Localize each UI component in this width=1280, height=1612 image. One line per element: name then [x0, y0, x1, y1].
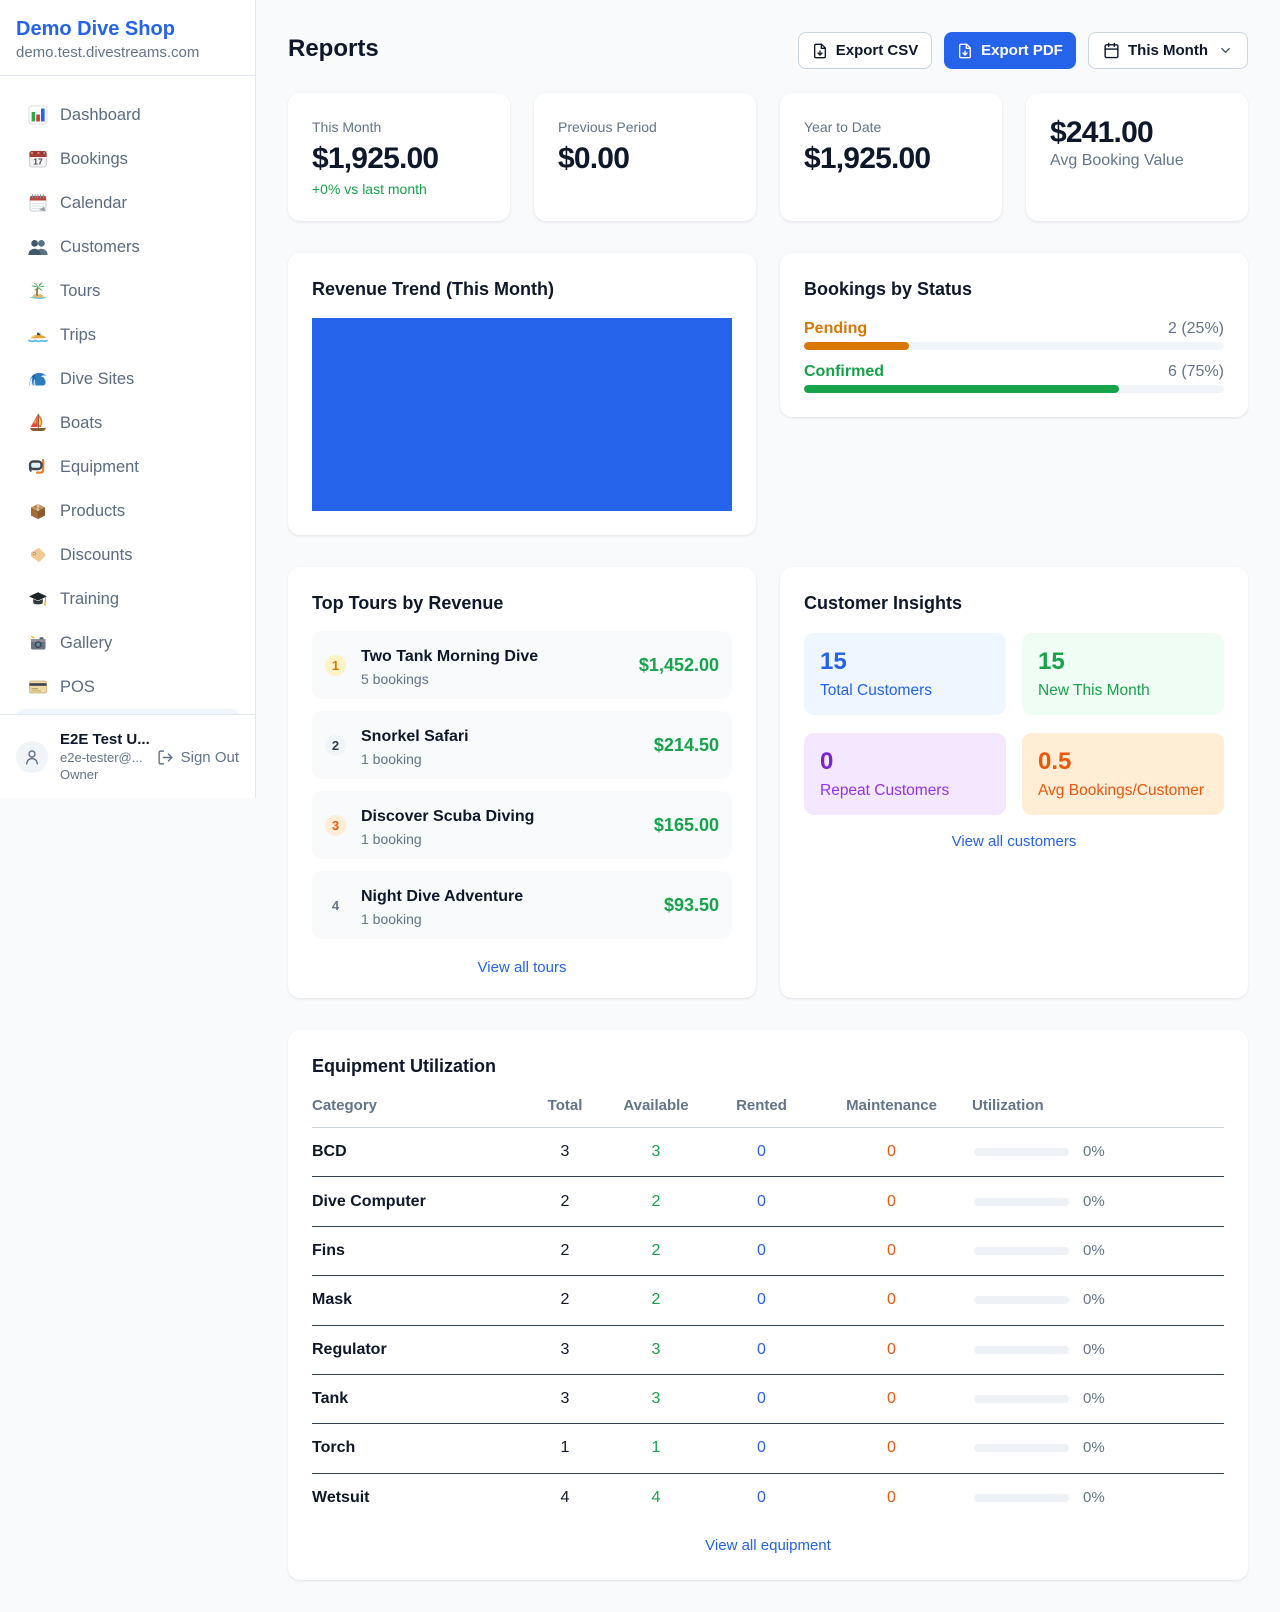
svg-text:17: 17	[33, 157, 43, 167]
